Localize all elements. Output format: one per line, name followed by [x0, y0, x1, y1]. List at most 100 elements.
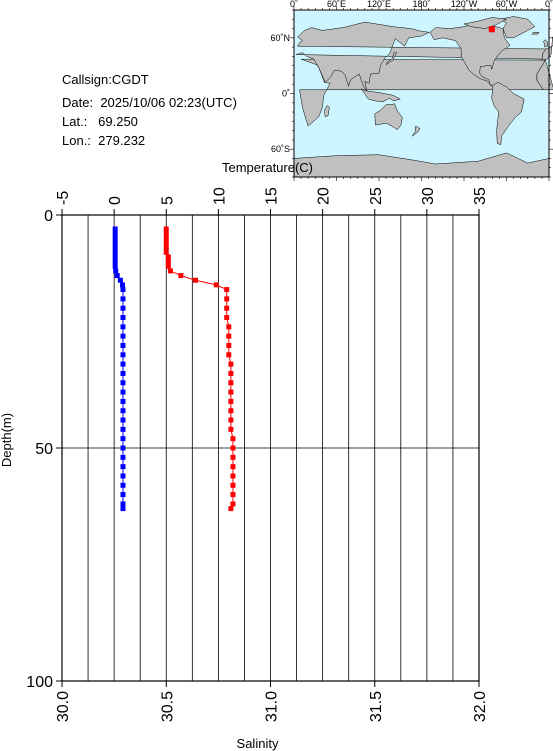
salinity-point: [224, 287, 230, 293]
date-label: Date:: [62, 95, 94, 110]
salinity-line: [165, 228, 234, 509]
salinity-point: [230, 482, 236, 488]
temperature-profile: [112, 226, 126, 512]
temperature-point: [120, 454, 126, 460]
depth-tick-label: 0: [44, 208, 53, 225]
temperature-point: [120, 445, 126, 451]
temperature-point: [120, 436, 126, 442]
uk-shape: [543, 39, 548, 48]
arctic-islands-shape: [463, 17, 508, 29]
temperature-point: [120, 352, 126, 358]
map-lon-tick-label: 120˚E: [367, 0, 391, 9]
temperature-point: [112, 226, 118, 232]
temperature-point: [112, 245, 118, 251]
depth-tick-label: 50: [35, 441, 53, 458]
salinity-point: [230, 445, 236, 451]
temperature-point: [120, 333, 126, 339]
salinity-point: [226, 324, 232, 330]
temperature-point: [120, 315, 126, 321]
temperature-point: [120, 361, 126, 367]
temperature-point: [120, 287, 126, 293]
map-lon-tick-label: 60˚W: [496, 0, 518, 9]
salinity-point: [230, 464, 236, 470]
salinity-point: [228, 506, 234, 512]
indonesia-shape: [361, 88, 401, 103]
temperature-point: [112, 254, 118, 260]
salinity-profile: [163, 226, 236, 512]
south-america-shape: [491, 82, 525, 145]
land-masses: [293, 16, 553, 178]
salinity-point: [165, 254, 171, 260]
salinity-point: [167, 268, 173, 274]
salinity-point: [165, 263, 171, 269]
lat-label: Lat.:: [62, 114, 88, 129]
lat-value: 69.250: [98, 114, 138, 129]
lon-line: Lon.: 279.232: [62, 133, 145, 148]
temperature-point: [112, 259, 118, 265]
temperature-point: [120, 408, 126, 414]
temperature-point: [112, 235, 118, 241]
map-lon-tick-label: 0˚: [545, 0, 553, 9]
salinity-axis-label: Salinity: [237, 736, 279, 751]
salinity-point: [230, 436, 236, 442]
salinity-point: [228, 370, 234, 376]
lon-value: 279.232: [98, 133, 146, 148]
salinity-point: [178, 273, 184, 279]
plot-frame: [61, 214, 480, 682]
salinity-point: [230, 454, 236, 460]
depth-axis-label: Depth(m): [0, 413, 14, 467]
callsign-value: CGDT: [111, 72, 149, 87]
map-lon-tick-label: 120˚W: [451, 0, 478, 9]
station-marker: [488, 26, 495, 33]
salinity-point: [163, 245, 169, 251]
temperature-point: [120, 380, 126, 386]
salinity-point: [163, 249, 169, 255]
salinity-point: [230, 473, 236, 479]
temperature-point: [120, 492, 126, 498]
greenland-shape: [498, 16, 536, 39]
temperature-point: [117, 277, 123, 283]
salinity-point: [163, 240, 169, 246]
temperature-point: [120, 417, 126, 423]
temperature-point: [112, 263, 118, 269]
map-lon-tick-label: 180˚: [412, 0, 430, 9]
salinity-tick-label: 30.5: [159, 691, 176, 722]
map-lat-tick-label: 60˚S: [271, 144, 290, 154]
salinity-point: [226, 352, 232, 358]
temperature-point: [120, 398, 126, 404]
salinity-point: [228, 426, 234, 432]
europe-asia-shape-wrap: [541, 36, 553, 61]
map-lat-tick-label: 60˚N: [270, 33, 290, 43]
europe-asia-shape: [296, 21, 547, 92]
salinity-point: [224, 296, 230, 302]
temperature-point: [113, 268, 119, 274]
salinity-point: [224, 305, 230, 311]
map-lat-tick-label: 0˚: [282, 89, 290, 99]
salinity-tick-label: 30.0: [55, 691, 72, 722]
temperature-point: [120, 305, 126, 311]
japan-shape: [385, 52, 398, 65]
date-line: Date: 2025/10/06 02:23(UTC): [62, 95, 237, 110]
salinity-point: [228, 389, 234, 395]
temperature-point: [112, 240, 118, 246]
temperature-point: [120, 482, 126, 488]
temperature-point: [120, 426, 126, 432]
salinity-point: [165, 259, 171, 265]
temperature-point: [120, 389, 126, 395]
temperature-point: [114, 273, 120, 279]
salinity-point: [228, 398, 234, 404]
map-lon-tick-label: 60˚E: [327, 0, 346, 9]
salinity-point: [230, 501, 236, 507]
depth-tick-label: 100: [26, 674, 53, 691]
temperature-point: [112, 249, 118, 255]
salinity-point: [228, 408, 234, 414]
salinity-point: [230, 492, 236, 498]
salinity-point: [226, 333, 232, 339]
lon-label: Lon.:: [62, 133, 91, 148]
new-zealand-shape: [412, 125, 421, 137]
salinity-point: [163, 226, 169, 232]
temperature-point: [120, 501, 126, 507]
salinity-point: [224, 315, 230, 321]
salinity-tick-label: 31.5: [368, 691, 385, 722]
salinity-point: [228, 380, 234, 386]
